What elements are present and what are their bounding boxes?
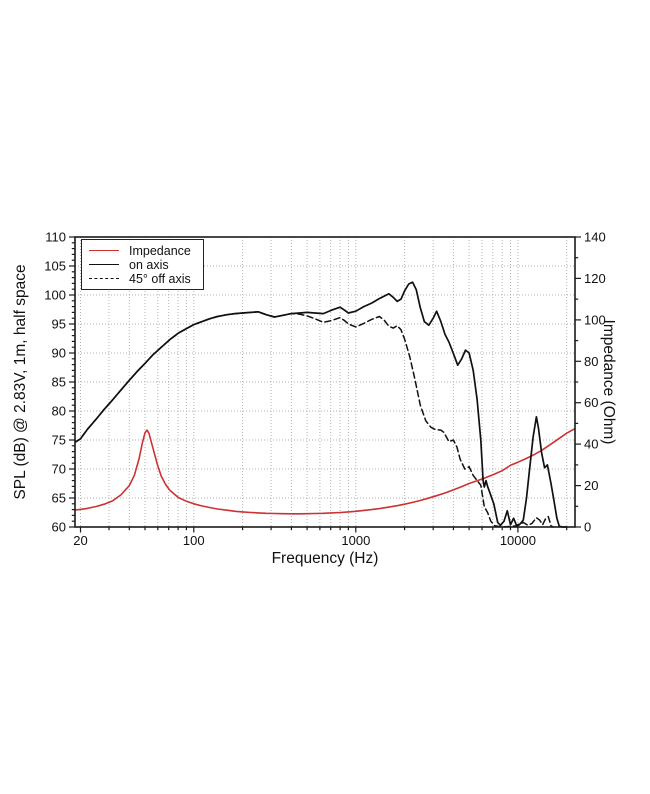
impedance-line-sample (89, 250, 119, 251)
on-axis-line-sample (89, 264, 119, 265)
x-tick-label: 20 (73, 533, 87, 548)
y-right-tick-label: 0 (584, 520, 591, 535)
y-axis-label-left: SPL (dB) @ 2.83V, 1m, half space (12, 264, 29, 500)
legend-item-off-axis: 45° off axis (89, 271, 191, 286)
legend: Impedance on axis 45° off axis (81, 239, 204, 290)
y-right-tick-label: 20 (584, 478, 598, 493)
y-right-tick-label: 140 (584, 230, 606, 245)
y-left-tick-label: 75 (52, 433, 66, 448)
legend-label-impedance: Impedance (129, 243, 191, 258)
y-left-tick-label: 110 (45, 230, 66, 245)
legend-item-impedance: Impedance (89, 243, 191, 258)
x-tick-label: 1000 (341, 533, 370, 548)
off-axis-line-sample (89, 278, 119, 279)
gridlines (75, 237, 575, 527)
axis-ticks (69, 236, 581, 533)
y-right-tick-label: 120 (584, 271, 606, 286)
series-impedance (75, 427, 575, 515)
x-axis-label: Frequency (Hz) (271, 550, 379, 567)
legend-label-on-axis: on axis (129, 257, 169, 272)
legend-label-off-axis: 45° off axis (129, 271, 191, 286)
series-45-off-axis (75, 311, 554, 528)
y-left-tick-label: 70 (52, 462, 66, 477)
y-left-tick-label: 95 (52, 317, 66, 332)
y-left-tick-label: 100 (44, 288, 66, 303)
legend-item-on-axis: on axis (89, 257, 191, 272)
y-left-tick-label: 60 (52, 520, 66, 535)
y-left-tick-label: 90 (52, 346, 66, 361)
tick-labels: 60 65 70 75 80 85 90 95 100 105 110 0 20 40 60 80 100 120… (44, 230, 605, 549)
y-left-tick-label: 105 (44, 259, 66, 274)
y-right-tick-label: 80 (584, 354, 598, 369)
y-right-tick-label: 40 (584, 437, 598, 452)
y-axis-label-right: Impedance (Ohm) (600, 319, 617, 445)
data-series (75, 281, 575, 528)
y-right-tick-label: 60 (584, 395, 598, 410)
x-tick-label: 10000 (500, 533, 536, 548)
x-tick-label: 100 (183, 533, 205, 548)
y-left-tick-label: 85 (52, 375, 66, 390)
y-right-tick-label: 100 (584, 312, 606, 327)
y-left-tick-label: 80 (52, 404, 66, 419)
y-left-tick-label: 65 (52, 491, 66, 506)
